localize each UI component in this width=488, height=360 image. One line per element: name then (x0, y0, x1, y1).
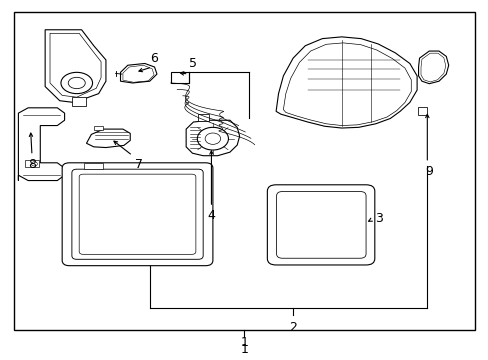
Text: 2: 2 (288, 321, 296, 334)
FancyBboxPatch shape (94, 126, 102, 130)
Text: 6: 6 (150, 52, 158, 65)
FancyBboxPatch shape (62, 163, 212, 266)
FancyBboxPatch shape (79, 174, 196, 254)
FancyBboxPatch shape (25, 160, 39, 167)
FancyBboxPatch shape (72, 169, 203, 259)
FancyBboxPatch shape (14, 12, 474, 329)
FancyBboxPatch shape (72, 97, 85, 106)
FancyBboxPatch shape (417, 107, 426, 115)
Text: 9: 9 (425, 165, 432, 177)
FancyBboxPatch shape (276, 192, 366, 258)
Text: 3: 3 (374, 212, 382, 225)
Text: 4: 4 (207, 209, 215, 222)
FancyBboxPatch shape (84, 163, 103, 169)
Text: 8: 8 (28, 158, 36, 171)
FancyBboxPatch shape (267, 185, 374, 265)
Text: 5: 5 (189, 57, 197, 69)
Text: 1: 1 (240, 343, 248, 356)
FancyBboxPatch shape (170, 72, 189, 83)
Text: 1: 1 (240, 336, 248, 349)
Text: 7: 7 (135, 158, 143, 171)
FancyBboxPatch shape (198, 114, 208, 121)
